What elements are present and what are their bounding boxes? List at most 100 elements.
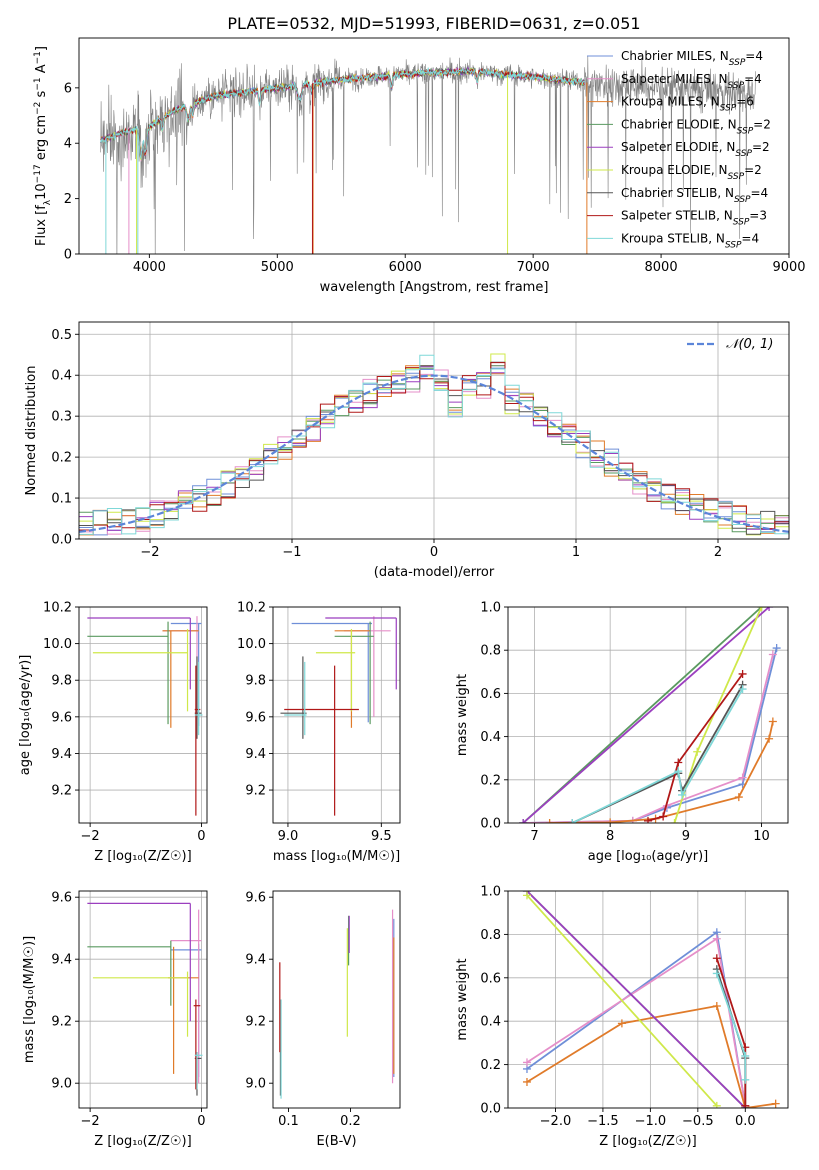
axes-border [78, 37, 790, 255]
x-tick-label: −2 [81, 1114, 100, 1129]
legend-entry: Salpeter MILES, NSSP=4 [621, 72, 762, 91]
x-tick-label: −2.0 [540, 1114, 572, 1129]
x-tick-label: 4000 [133, 260, 166, 275]
axes-frame: 4000 5000 6000 7000 8000 9000 0 2 4 6 wavelength [… [33, 37, 806, 295]
y-label-part: Flux [f [34, 205, 49, 246]
series-marker [741, 1051, 750, 1060]
axes-border [78, 606, 208, 824]
x-tick-label: −1.0 [635, 1114, 667, 1129]
y-tick-label: 4 [64, 137, 72, 152]
panel-massweight-vs-age: 7 8 9 10 0.0 0.2 0.4 0.6 0.8 1.0 age [log₁₀(age/yr… [455, 601, 789, 864]
legend-name: Kroupa STELIB, N [621, 231, 725, 245]
axes-border [272, 606, 401, 824]
y-tick-label: 9.4 [51, 953, 72, 968]
normal-curve [79, 374, 789, 533]
legend-name: Kroupa ELODIE, N [621, 163, 728, 177]
y-tick-label: 9.6 [245, 891, 266, 906]
legend-name: Salpeter STELIB, N [621, 209, 733, 223]
x-tick-label: 2 [714, 545, 722, 560]
series-salpeter-stelib [647, 673, 744, 822]
plot-area [79, 353, 789, 536]
y-axis-label: Flux [fλ10−17 erg cm−2 s−1 A−1] [33, 46, 53, 246]
legend-nssp: =4 [745, 49, 763, 63]
legend-entry: Kroupa ELODIE, NSSP=2 [621, 163, 762, 182]
y-tick-label: 0.4 [480, 1015, 501, 1030]
y-tick-label: 0.0 [51, 533, 72, 548]
x-tick-label: 0.2 [340, 1114, 361, 1129]
y-label-part: A [34, 64, 49, 77]
y-tick-label: 0.4 [480, 730, 501, 745]
panel-age-vs-Z: −2 0 9.2 9.4 9.6 9.8 10.0 10.2 Z [log₁₀(Z/Z☉)] ag… [18, 601, 208, 864]
y-tick-label: 0.3 [51, 410, 72, 425]
y-tick-label: 0.4 [51, 369, 72, 384]
model-line-salpeter-stelib [100, 67, 585, 159]
series-marker [712, 1002, 721, 1011]
y-label-part: −1 [33, 77, 43, 90]
model-line-kroupa-miles [100, 67, 585, 159]
legend-sub: SSP [725, 240, 742, 250]
y-tick-label: 10.0 [43, 637, 72, 652]
series-marker [670, 819, 679, 823]
plot-area [522, 891, 780, 1108]
y-label-part: −2 [33, 102, 43, 115]
plot-area [87, 902, 203, 1096]
y-label-part: −17 [33, 164, 43, 183]
series-marker [768, 650, 777, 659]
legend-sub: SSP [720, 104, 737, 114]
series-marker [644, 816, 652, 823]
series-chabrier-stelib [715, 968, 747, 1108]
legend-name: Salpeter ELODIE, N [621, 140, 735, 154]
series-marker [765, 734, 774, 743]
y-tick-label: 0.2 [480, 1058, 501, 1073]
x-axis-label: age [log₁₀(age/yr)] [588, 849, 709, 864]
y-tick-label: 9.2 [245, 1015, 266, 1030]
y-axis-label: mass weight [455, 958, 470, 1040]
y-axis-label: Normed distribution [24, 366, 39, 496]
legend-name: Chabrier STELIB, N [621, 186, 734, 200]
y-tick-label: 9.6 [245, 710, 266, 725]
x-tick-label: −1 [282, 545, 301, 560]
model-line-kroupa-stelib [100, 67, 585, 160]
series-marker [545, 819, 554, 823]
y-label-part: 10 [34, 183, 49, 200]
x-axis-label: Z [log₁₀(Z/Z☉)] [599, 1134, 696, 1149]
series-marker [606, 818, 615, 823]
y-axis-label: age [log₁₀(age/yr)] [18, 655, 33, 776]
plot-area [100, 55, 756, 254]
series-kroupa-miles [549, 721, 774, 823]
x-tick-label: 0 [197, 829, 205, 844]
axes-frame: 7 8 9 10 0.0 0.2 0.4 0.6 0.8 1.0 age [log₁₀(age/yr… [455, 601, 789, 864]
legend: Chabrier MILES, NSSP=4 Salpeter MILES, NS… [587, 49, 771, 250]
legend-entry: Chabrier ELODIE, NSSP=2 [621, 117, 771, 136]
series-marker [712, 934, 721, 943]
y-tick-label: 10.2 [43, 601, 72, 616]
y-tick-label: 0.2 [480, 773, 501, 788]
y-tick-label: 0 [64, 248, 72, 263]
series-marker [738, 669, 747, 678]
y-tick-label: 9.4 [51, 747, 72, 762]
series-marker [738, 773, 747, 782]
histogram-kroupa-stelib [79, 354, 789, 535]
series-marker [768, 717, 777, 726]
x-tick-label: 0 [430, 545, 438, 560]
legend-entry: Chabrier MILES, NSSP=4 [621, 49, 763, 68]
y-tick-label: 9.0 [51, 1077, 72, 1092]
x-tick-label: 6000 [389, 260, 422, 275]
panel-age-vs-mass: 9.0 9.5 9.2 9.4 9.6 9.8 10.0 10.2 mass [log₁₀(M/… [237, 601, 401, 864]
axes-border [78, 890, 208, 1109]
x-tick-label: 7000 [517, 260, 550, 275]
y-label-part: erg cm [34, 115, 49, 164]
y-tick-label: 0.0 [480, 817, 501, 832]
legend-nssp: =2 [744, 163, 762, 177]
axes-frame: −2.0 −1.5 −1.0 −0.5 0.0 0.0 0.2 0.4 0.6 0.8 1.0 Z [… [455, 885, 789, 1149]
y-tick-label: 9.8 [245, 674, 266, 689]
legend-entry: Kroupa STELIB, NSSP=4 [621, 231, 759, 250]
legend-entry: 𝒩(0, 1) [726, 337, 773, 352]
series-marker [771, 1099, 780, 1108]
y-tick-label: 9.8 [51, 674, 72, 689]
plot-area [280, 616, 397, 816]
axes-frame: −2 0 9.2 9.4 9.6 9.8 10.0 10.2 Z [log₁₀(Z/Z☉)] ag… [18, 601, 208, 864]
plot-area [279, 909, 395, 1099]
axes-frame: 9.0 9.5 9.2 9.4 9.6 9.8 10.0 10.2 mass [log₁₀(M/… [237, 601, 401, 864]
series-kroupa-elodie [526, 894, 718, 1107]
